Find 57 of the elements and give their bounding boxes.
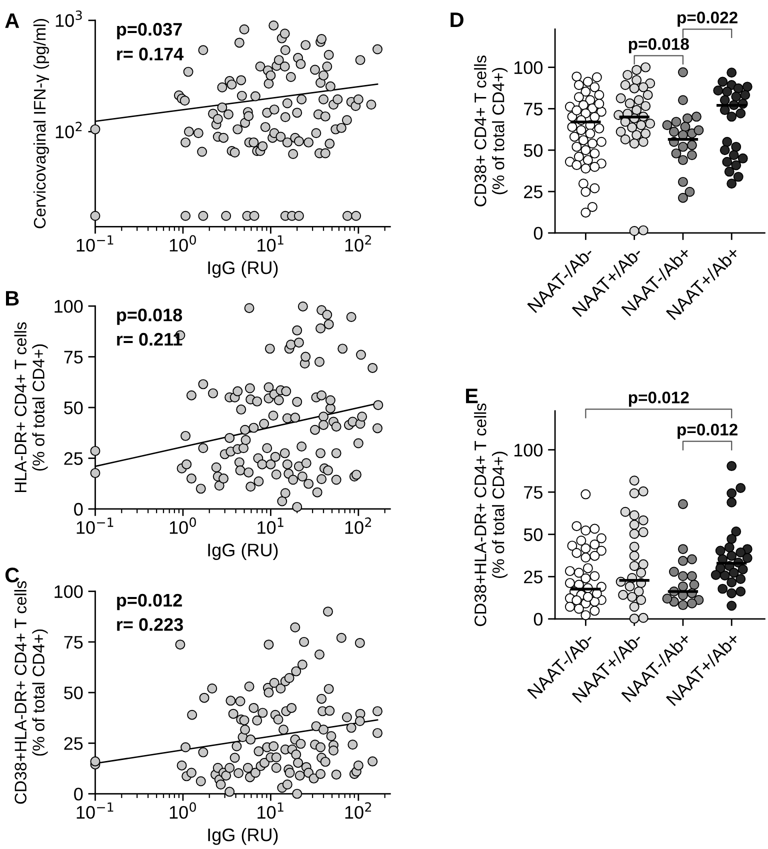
x-tick-label: 10$^{2}$ bbox=[345, 235, 371, 252]
y-tick-label: 25 bbox=[524, 185, 542, 198]
x-axis-title: IgG (RU) bbox=[208, 543, 278, 560]
y-tick-label: 75 bbox=[524, 102, 542, 116]
y-tick-label: 75 bbox=[64, 350, 83, 364]
y-tick-label: 10$^{3}$ bbox=[56, 10, 82, 27]
text: A bbox=[5, 14, 20, 28]
y-tick-label: 100 bbox=[514, 444, 543, 457]
annotation: r= 0.223 bbox=[117, 618, 183, 631]
y-tick-label: 75 bbox=[524, 486, 542, 499]
text: D bbox=[450, 12, 464, 27]
y-tick-label: 0 bbox=[534, 612, 543, 626]
y-axis-title: Cervicovaginal IFN-γ (pg/ml) bbox=[33, 18, 49, 228]
y-axis-title: CD38+HLA-DR+ CD4+ T cells (% of total CD4+) bbox=[14, 581, 48, 804]
y-tick-label: 50 bbox=[524, 528, 543, 542]
x-tick-label: 10$^{−1}$ bbox=[76, 235, 114, 252]
y-tick-label: 10$^{2}$ bbox=[56, 122, 82, 138]
y-tick-label: 100 bbox=[54, 585, 83, 598]
y-tick-label: 100 bbox=[54, 300, 83, 313]
annotation: p=0.018 bbox=[117, 308, 182, 325]
x-tick-label: 10$^{−1}$ bbox=[76, 802, 114, 819]
y-axis-title: HLA-DR+ CD4+ T cells (% of total CD4+) bbox=[14, 322, 48, 492]
annotation: r= 0.174 bbox=[117, 48, 184, 60]
x-tick-label: 10$^{1}$ bbox=[258, 802, 284, 819]
text: C bbox=[5, 568, 20, 582]
y-axis-title: CD38+ CD4+ T cells (% of total CD4+) bbox=[474, 56, 508, 206]
text: p=0.022 bbox=[678, 12, 738, 27]
annotation: r= 0.211 bbox=[117, 332, 182, 346]
annotation: p=0.018 bbox=[628, 38, 689, 54]
y-tick-label: 100 bbox=[514, 61, 543, 74]
y-tick-label: 25 bbox=[524, 570, 542, 584]
y-tick-label: 50 bbox=[64, 401, 83, 414]
text: E bbox=[466, 388, 478, 404]
y-tick-label: 50 bbox=[524, 144, 543, 157]
x-tick-label: 10$^{1}$ bbox=[258, 235, 284, 252]
annotation: p=0.012 bbox=[678, 424, 738, 439]
annotation: p=0.012 bbox=[117, 594, 182, 610]
x-tick-label: 10$^{0}$ bbox=[170, 517, 196, 534]
x-tick-label: 10$^{2}$ bbox=[345, 802, 371, 819]
x-tick-label: 10$^{0}$ bbox=[170, 802, 196, 819]
y-tick-label: 25 bbox=[64, 737, 83, 750]
y-tick-label: 50 bbox=[64, 686, 83, 700]
y-tick-label: 75 bbox=[64, 636, 83, 649]
y-tick-label: 0 bbox=[74, 788, 83, 801]
x-tick-label: 10$^{1}$ bbox=[258, 518, 284, 534]
x-axis-title: IgG (RU) bbox=[208, 260, 278, 278]
text: p=0.012 bbox=[628, 392, 689, 407]
y-tick-label: 0 bbox=[534, 226, 543, 240]
x-tick-label: 10$^{−1}$ bbox=[76, 518, 114, 534]
x-tick-label: 10$^{2}$ bbox=[345, 517, 371, 534]
y-axis-title: CD38+HLA-DR+ CD4+ T cells (% of total CD4+) bbox=[474, 404, 508, 626]
annotation: p=0.037 bbox=[117, 22, 182, 40]
x-tick-label: 10$^{0}$ bbox=[170, 235, 196, 252]
x-axis-title: IgG (RU) bbox=[208, 828, 278, 845]
y-tick-label: 0 bbox=[74, 502, 83, 516]
text: B bbox=[6, 291, 19, 306]
y-tick-label: 25 bbox=[64, 452, 83, 465]
